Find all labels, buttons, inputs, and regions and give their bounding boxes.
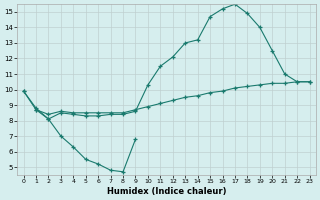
X-axis label: Humidex (Indice chaleur): Humidex (Indice chaleur) xyxy=(107,187,226,196)
